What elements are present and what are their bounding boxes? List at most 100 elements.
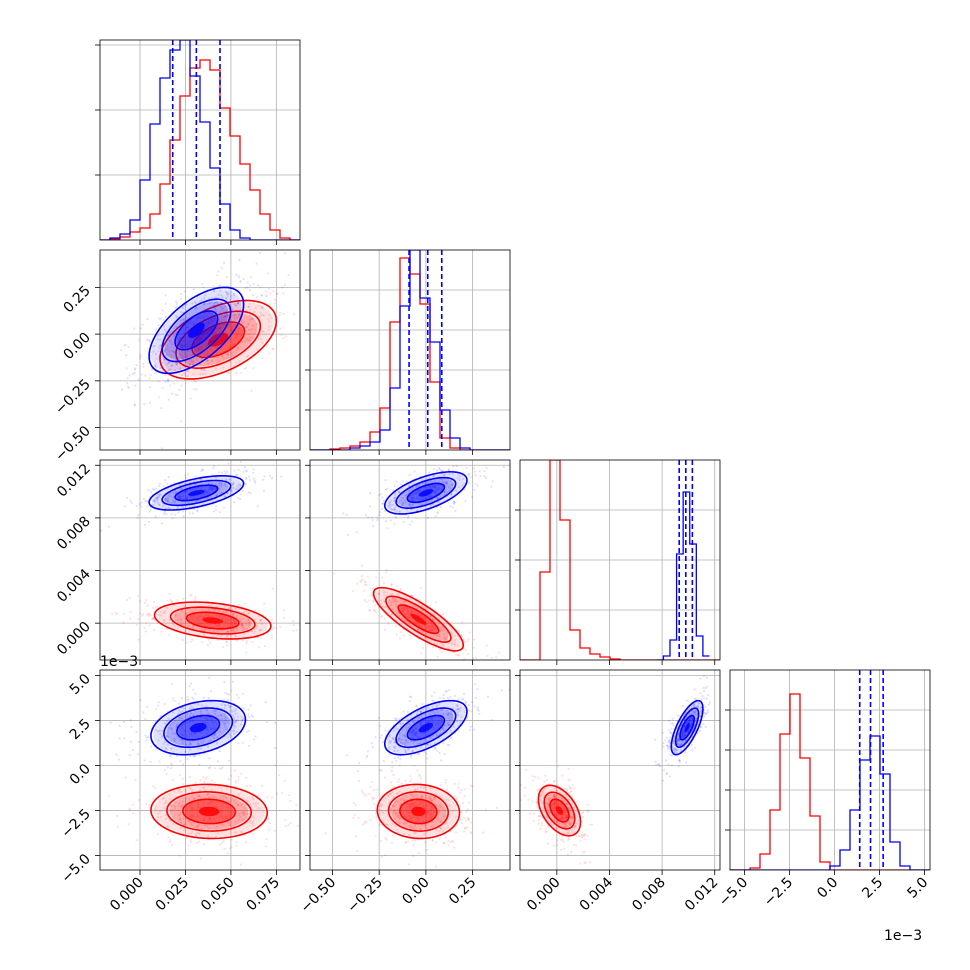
sample-point xyxy=(236,485,239,488)
sample-point xyxy=(436,501,440,504)
sample-point xyxy=(214,767,217,770)
sample-point xyxy=(430,480,433,483)
sample-point xyxy=(453,794,457,797)
sample-point xyxy=(389,781,393,784)
sample-point xyxy=(159,815,162,819)
sample-point xyxy=(370,742,373,745)
sample-point xyxy=(573,787,576,790)
sample-point xyxy=(182,339,185,342)
sample-point xyxy=(373,608,376,612)
sample-point xyxy=(254,735,257,738)
sample-point xyxy=(185,370,188,373)
sample-point xyxy=(227,852,230,855)
sample-point xyxy=(155,357,159,360)
sample-point xyxy=(203,331,206,334)
sample-point xyxy=(281,286,284,289)
sample-point xyxy=(382,812,385,815)
sample-point xyxy=(192,624,195,627)
sample-point xyxy=(450,479,453,482)
sample-point xyxy=(399,587,402,591)
sample-point xyxy=(478,470,481,473)
sample-point xyxy=(445,631,449,634)
sample-point xyxy=(441,626,444,629)
sample-point xyxy=(207,730,210,733)
sample-point xyxy=(538,815,541,818)
sample-point xyxy=(247,354,250,357)
sample-point xyxy=(199,797,203,800)
sample-point xyxy=(207,827,211,830)
sample-point xyxy=(188,685,191,688)
sample-point xyxy=(215,825,219,828)
sample-point xyxy=(200,356,204,360)
sample-point xyxy=(439,629,442,632)
sample-point xyxy=(150,745,153,748)
sample-point xyxy=(216,328,219,331)
sample-point xyxy=(190,815,193,818)
sample-point xyxy=(170,354,173,357)
sample-point xyxy=(214,805,217,809)
sample-point xyxy=(193,322,196,325)
sample-point xyxy=(235,781,238,784)
sample-point xyxy=(287,823,290,827)
sample-point xyxy=(378,724,381,728)
sample-point xyxy=(366,750,370,753)
sample-point xyxy=(131,373,135,376)
sample-point xyxy=(243,321,246,324)
sample-point xyxy=(213,332,216,335)
sample-point xyxy=(147,614,150,617)
sample-point xyxy=(188,321,191,324)
sample-point xyxy=(237,818,240,821)
sample-point xyxy=(179,496,182,499)
sample-point xyxy=(174,393,178,396)
sample-point xyxy=(168,633,171,636)
sample-point xyxy=(192,512,195,515)
sample-point xyxy=(274,764,277,767)
sample-point xyxy=(234,769,237,772)
sample-point xyxy=(196,824,199,827)
sample-point xyxy=(134,367,137,370)
sample-point xyxy=(183,290,186,293)
sample-point xyxy=(264,701,267,704)
sample-point xyxy=(239,493,242,496)
sample-point xyxy=(365,583,368,587)
sample-point xyxy=(200,704,204,707)
sample-point xyxy=(202,368,205,372)
sample-point xyxy=(240,333,243,337)
sample-point xyxy=(393,523,396,526)
sample-point xyxy=(218,797,221,800)
sample-point xyxy=(408,803,412,806)
sample-point xyxy=(167,361,170,364)
sample-point xyxy=(157,701,160,704)
sample-point xyxy=(434,484,437,487)
sample-point xyxy=(182,321,185,324)
sample-point xyxy=(183,344,187,347)
sample-point xyxy=(233,732,236,735)
sample-point xyxy=(456,796,459,799)
sample-point xyxy=(231,307,234,311)
sample-point xyxy=(172,491,175,495)
sample-point xyxy=(206,342,209,345)
sample-point xyxy=(127,345,130,349)
sample-point xyxy=(152,617,155,620)
sample-point xyxy=(245,651,248,654)
sample-point xyxy=(167,398,170,401)
sample-point xyxy=(157,704,160,707)
sample-point xyxy=(186,721,189,724)
sample-point xyxy=(166,599,169,602)
sample-point xyxy=(383,606,387,609)
sample-point xyxy=(452,846,456,849)
sample-point xyxy=(227,371,230,375)
sample-point xyxy=(208,818,211,821)
sample-point xyxy=(368,599,371,602)
sample-point xyxy=(162,319,165,322)
sample-point xyxy=(240,772,243,775)
sample-point xyxy=(149,803,152,806)
sample-point xyxy=(200,712,203,715)
sample-point xyxy=(189,839,192,842)
sample-point xyxy=(417,623,420,626)
sample-point xyxy=(169,797,172,800)
sample-point xyxy=(120,349,123,352)
sample-point xyxy=(402,710,405,713)
sample-point xyxy=(200,488,203,491)
sample-point xyxy=(576,800,579,803)
